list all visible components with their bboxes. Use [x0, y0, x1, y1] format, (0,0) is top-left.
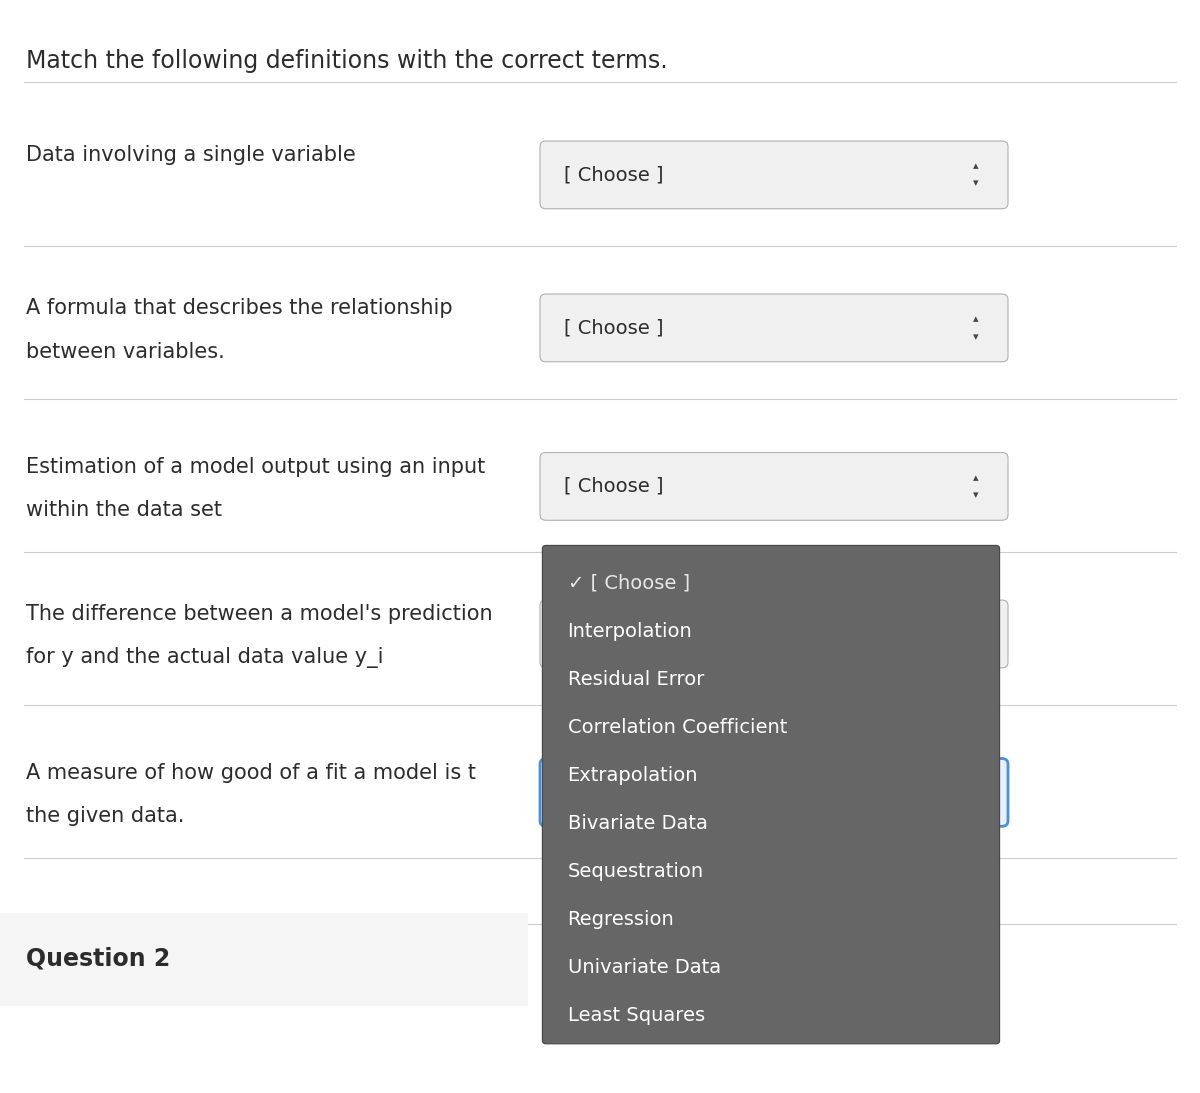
Text: ▾: ▾: [973, 331, 978, 342]
Text: ▾: ▾: [973, 490, 978, 501]
Text: ▾: ▾: [973, 637, 978, 648]
Text: Interpolation: Interpolation: [568, 622, 692, 640]
Text: within the data set: within the data set: [26, 501, 222, 520]
Text: Question 2: Question 2: [26, 947, 170, 971]
FancyBboxPatch shape: [0, 913, 528, 1006]
Text: Regression: Regression: [568, 910, 674, 929]
Text: A formula that describes the relationship: A formula that describes the relationshi…: [26, 298, 454, 318]
FancyBboxPatch shape: [540, 759, 1008, 826]
Text: [ Choose ]: [ Choose ]: [564, 783, 664, 802]
Text: ▾: ▾: [973, 796, 978, 807]
Text: Estimation of a model output using an input: Estimation of a model output using an in…: [26, 457, 486, 477]
Text: Extrapolation: Extrapolation: [568, 766, 698, 785]
Text: Least Squares: Least Squares: [568, 1007, 704, 1025]
Text: for y and the actual data value y_i: for y and the actual data value y_i: [26, 647, 384, 669]
Text: [ Choose ]: [ Choose ]: [564, 624, 664, 644]
FancyBboxPatch shape: [542, 545, 1000, 1044]
Text: Data involving a single variable: Data involving a single variable: [26, 145, 356, 165]
Text: Match the following definitions with the correct terms.: Match the following definitions with the…: [26, 49, 668, 73]
Text: [ Choose ]: [ Choose ]: [564, 165, 664, 185]
Text: Correlation Coefficient: Correlation Coefficient: [568, 718, 787, 737]
Text: ▴: ▴: [973, 161, 978, 172]
FancyBboxPatch shape: [540, 294, 1008, 362]
Text: between variables.: between variables.: [26, 342, 226, 362]
Text: [ Choose ]: [ Choose ]: [564, 318, 664, 338]
Text: ▾: ▾: [973, 178, 978, 189]
Text: Bivariate Data: Bivariate Data: [568, 814, 708, 833]
Text: ▴: ▴: [973, 472, 978, 483]
Text: the given data.: the given data.: [26, 807, 185, 826]
Text: Sequestration: Sequestration: [568, 862, 703, 881]
FancyBboxPatch shape: [540, 453, 1008, 520]
Text: [ Choose ]: [ Choose ]: [564, 477, 664, 496]
FancyBboxPatch shape: [540, 600, 1008, 668]
Text: The difference between a model's prediction: The difference between a model's predict…: [26, 604, 493, 624]
Text: ▴: ▴: [973, 620, 978, 631]
FancyBboxPatch shape: [540, 141, 1008, 209]
Text: ▴: ▴: [973, 314, 978, 325]
Text: Univariate Data: Univariate Data: [568, 959, 721, 977]
Text: ▴: ▴: [973, 778, 978, 789]
Text: A measure of how good of a fit a model is t: A measure of how good of a fit a model i…: [26, 763, 476, 783]
Text: Residual Error: Residual Error: [568, 670, 704, 689]
Text: ✓ [ Choose ]: ✓ [ Choose ]: [568, 574, 690, 592]
